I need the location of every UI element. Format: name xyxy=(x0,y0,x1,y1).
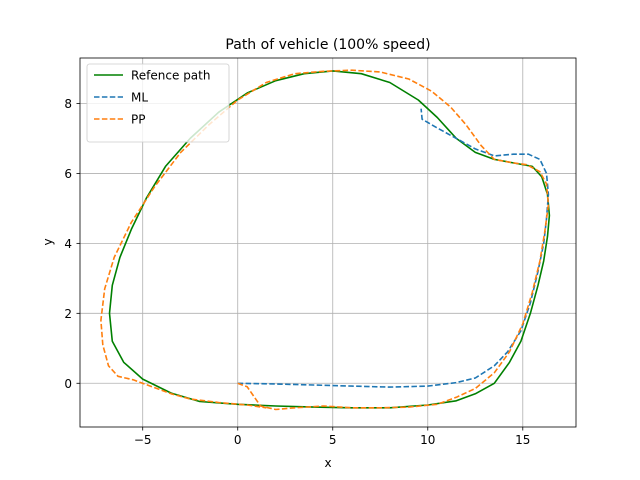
series-line-pp xyxy=(100,69,550,411)
legend-box xyxy=(86,63,230,143)
legend-label: PP xyxy=(131,113,145,127)
y-tick-label: 4 xyxy=(64,237,72,251)
y-tick-label: 2 xyxy=(64,307,72,321)
y-axis-label: y xyxy=(41,238,55,245)
y-tick-label: 0 xyxy=(64,377,72,391)
legend: Refence path ML PP xyxy=(86,63,230,143)
chart-title: Path of vehicle (100% speed) xyxy=(225,37,430,53)
series-lines xyxy=(100,69,551,411)
x-tick-label: 5 xyxy=(329,433,337,447)
plot-frame xyxy=(79,57,577,428)
y-tick-label: 6 xyxy=(64,167,72,181)
series-line-ml xyxy=(237,108,550,388)
legend-label: Refence path xyxy=(131,69,210,83)
y-tick-label: 8 xyxy=(64,97,72,111)
x-tick-label: −5 xyxy=(134,433,152,447)
x-tick-label: 15 xyxy=(515,433,530,447)
x-tick-label: 0 xyxy=(234,433,242,447)
grid xyxy=(80,58,576,427)
x-axis-label: x xyxy=(324,456,331,470)
axis-ticks: −5 0 5 10 15 0 2 4 6 8 xyxy=(64,97,530,447)
x-tick-label: 10 xyxy=(420,433,435,447)
legend-label: ML xyxy=(131,91,148,105)
